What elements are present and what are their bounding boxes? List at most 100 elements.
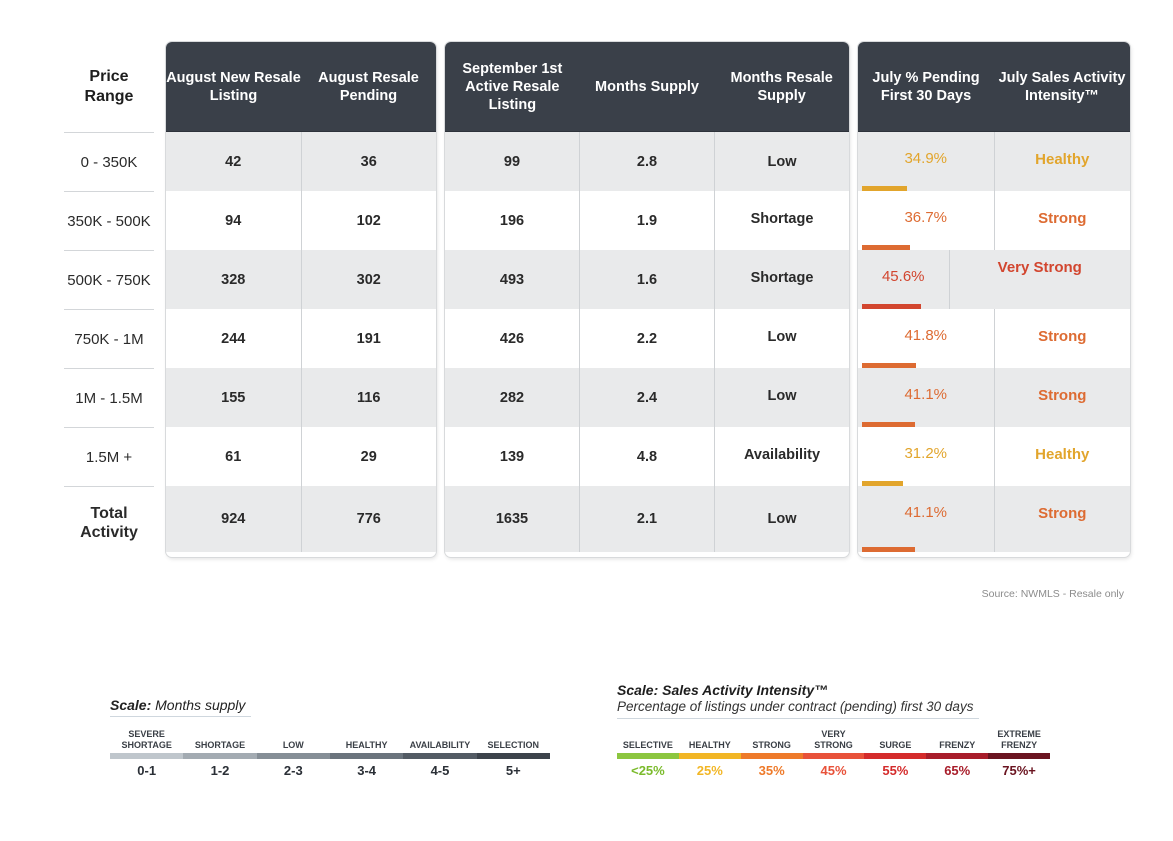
table-row: 282 2.4 Low <box>445 368 849 427</box>
scale-label: HEALTHY <box>345 740 388 750</box>
scale-label: LOW <box>282 740 304 750</box>
cell-months-supply: 2.4 <box>580 368 715 427</box>
price-range-cell: 500K - 750K <box>64 250 154 309</box>
intensity-scale-title: Scale: Sales Activity Intensity™ <box>617 682 829 698</box>
august-activity-table: August New Resale Listing August Resale … <box>166 42 436 557</box>
cell-august-pending: 29 <box>360 448 377 465</box>
table-row: 36.7% Strong <box>858 191 1130 250</box>
scale-color-segment <box>802 753 865 759</box>
scale-value: 4-5 <box>430 763 450 778</box>
scale-color-segment <box>476 753 550 759</box>
table-header: July % Pending First 30 Days July Sales … <box>858 42 1130 132</box>
table-row: 1635 2.1 Low <box>445 486 849 552</box>
cell-september-active: 196 <box>445 191 580 250</box>
scale-color-bar <box>110 753 550 759</box>
pct-pending-bar <box>862 245 910 250</box>
months-supply-scale-title: Scale: Months supply <box>110 697 252 717</box>
pct-pending-bar <box>862 481 903 486</box>
scale-value: 65% <box>944 763 971 778</box>
scale-label: HEALTHY <box>688 740 731 750</box>
price-range-cell: 1.5M + <box>64 427 154 486</box>
scale-label: EXTREME FRENZY <box>997 729 1041 750</box>
scale-value: 3-4 <box>357 763 377 778</box>
cell-august-new-listing: 244 <box>166 309 302 368</box>
price-range-cell: 0 - 350K <box>64 132 154 191</box>
total-activity-label: Total Activity <box>64 486 154 558</box>
cell-sales-intensity: Healthy <box>1035 446 1090 463</box>
scale-color-segment <box>256 753 330 759</box>
sales-intensity-scale: Scale: Sales Activity Intensity™ Percent… <box>617 682 1051 778</box>
cell-august-pending: 36 <box>360 153 377 170</box>
scale-label: SELECTIVE <box>622 740 673 750</box>
scale-value: 0-1 <box>137 763 157 778</box>
table-row: 139 4.8 Availability <box>445 427 849 486</box>
scale-label: STRONG <box>752 740 791 750</box>
cell-august-new-listing: 155 <box>166 368 302 427</box>
scale-values: 0-1 1-2 2-3 3-4 4-5 5+ <box>110 763 550 778</box>
cell-months-supply: 2.2 <box>580 309 715 368</box>
scale-color-segment <box>988 753 1051 759</box>
cell-august-pending: 776 <box>356 511 381 527</box>
scale-value: <25% <box>631 763 665 778</box>
scale-color-segment <box>740 753 803 759</box>
cell-september-active: 493 <box>445 250 580 309</box>
cell-pct-pending: 36.7% <box>858 191 995 250</box>
header-july-pct-pending: July % Pending First 30 Days <box>872 69 980 104</box>
intensity-scale-subtitle: Percentage of listings under contract (p… <box>617 699 980 719</box>
table-body: 99 2.8 Low 196 1.9 Shortage 493 1.6 Shortage 426 2… <box>445 132 849 552</box>
scale-label: SELECTION <box>487 740 540 750</box>
pct-pending-bar <box>862 186 908 191</box>
table-row: 924 776 <box>166 486 436 552</box>
table-row: 493 1.6 Shortage <box>445 250 849 309</box>
cell-resale-supply: Low <box>767 388 797 404</box>
scale-label: SHORTAGE <box>194 740 246 750</box>
scale-color-segment <box>110 753 184 759</box>
table-row: 244 191 <box>166 309 436 368</box>
scale-value: 55% <box>882 763 909 778</box>
cell-august-pending: 116 <box>357 389 381 406</box>
cell-august-new-listing: 42 <box>166 132 302 191</box>
scale-value: 35% <box>758 763 785 778</box>
scale-color-segment <box>617 753 679 759</box>
cell-pct-pending: 45.6% <box>858 250 950 309</box>
cell-pct-pending: 31.2% <box>858 427 995 486</box>
cell-september-active: 139 <box>445 427 580 486</box>
cell-resale-supply: Shortage <box>750 211 814 227</box>
table-row: 61 29 <box>166 427 436 486</box>
cell-september-active: 99 <box>445 132 580 191</box>
table-row: 45.6% Very Strong <box>858 250 1130 309</box>
header-months-supply: Months Supply <box>595 78 699 95</box>
scale-labels: SELECTIVE HEALTHY STRONG VERY STRONG SURGE FR… <box>617 725 1050 751</box>
scale-color-segment <box>403 753 477 759</box>
cell-august-new-listing: 924 <box>166 486 302 552</box>
header-august-new-listing: August New Resale Listing <box>166 69 301 104</box>
table-header: August New Resale Listing August Resale … <box>166 42 436 132</box>
cell-august-pending: 191 <box>356 330 381 347</box>
table-row: 42 36 <box>166 132 436 191</box>
cell-sales-intensity: Strong <box>1038 505 1087 522</box>
scale-value: 2-3 <box>283 763 303 778</box>
scale-color-segment <box>864 753 927 759</box>
table-row: 31.2% Healthy <box>858 427 1130 486</box>
cell-september-active: 426 <box>445 309 580 368</box>
pct-pending-bar <box>862 363 917 368</box>
scale-color-segment <box>183 753 257 759</box>
table-row: 99 2.8 Low <box>445 132 849 191</box>
cell-resale-supply: Low <box>767 329 797 345</box>
scale-label: FRENZY <box>939 740 976 750</box>
scale-values: <25% 25% 35% 45% 55% 65% 75%+ <box>617 763 1050 778</box>
price-range-header: Price Range <box>84 68 134 105</box>
price-range-cell: 1M - 1.5M <box>64 368 154 427</box>
scale-value: 25% <box>696 763 723 778</box>
cell-september-active: 1635 <box>445 486 580 552</box>
cell-august-pending: 102 <box>356 212 381 229</box>
scale-title-rest: Months supply <box>155 697 246 713</box>
cell-months-supply: 4.8 <box>580 427 715 486</box>
price-range-column: Price Range 0 - 350K 350K - 500K 500K - … <box>64 42 154 558</box>
pct-pending-bar <box>862 547 916 552</box>
cell-months-supply: 1.9 <box>580 191 715 250</box>
intensity-table: July % Pending First 30 Days July Sales … <box>858 42 1130 557</box>
table-row: 426 2.2 Low <box>445 309 849 368</box>
scale-label: SURGE <box>879 740 912 750</box>
months-supply-scale: Scale: Months supply SEVERE SHORTAGE SHOR… <box>110 697 550 778</box>
